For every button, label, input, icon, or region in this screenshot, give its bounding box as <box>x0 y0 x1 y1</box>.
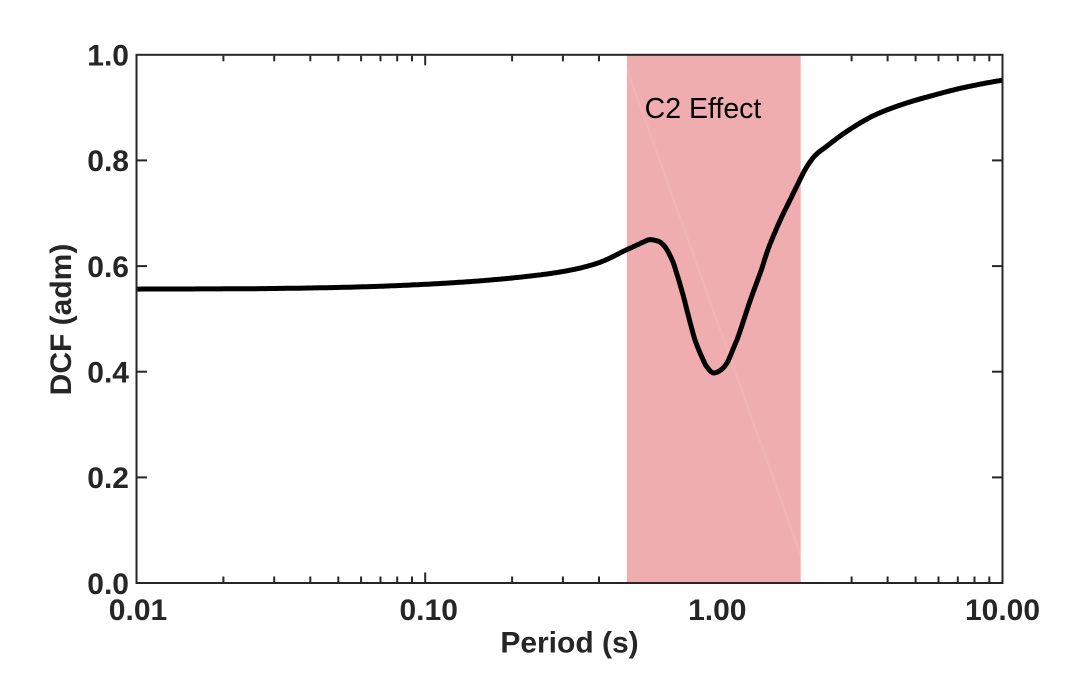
svg-text:1.0: 1.0 <box>87 40 129 73</box>
svg-text:0.8: 0.8 <box>87 145 129 178</box>
svg-text:0.10: 0.10 <box>400 594 458 627</box>
svg-text:0.6: 0.6 <box>87 251 129 284</box>
svg-text:Period (s): Period (s) <box>500 627 638 660</box>
svg-text:0.4: 0.4 <box>87 357 129 390</box>
svg-text:0.2: 0.2 <box>87 462 129 495</box>
svg-text:10.00: 10.00 <box>965 594 1040 627</box>
svg-text:0.0: 0.0 <box>87 568 129 601</box>
svg-text:0.01: 0.01 <box>109 594 167 627</box>
svg-text:C2 Effect: C2 Effect <box>645 93 762 125</box>
svg-text:1.00: 1.00 <box>688 594 746 627</box>
svg-text:DCF (adm): DCF (adm) <box>45 244 78 396</box>
